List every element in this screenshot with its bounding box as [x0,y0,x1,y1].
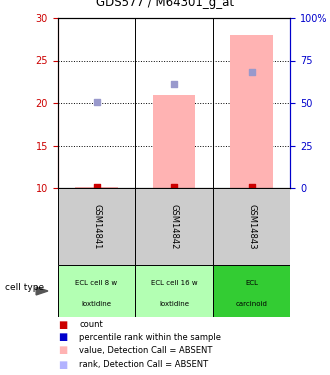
Text: ■: ■ [58,332,67,342]
Point [94,184,99,190]
Text: carcinoid: carcinoid [236,301,268,307]
Text: loxtidine: loxtidine [82,301,112,307]
Text: cell type: cell type [5,283,44,292]
Point [249,184,254,190]
Bar [213,265,290,317]
Polygon shape [36,287,48,295]
Text: loxtidine: loxtidine [159,301,189,307]
Text: count: count [79,320,103,329]
Text: percentile rank within the sample: percentile rank within the sample [79,333,221,342]
Text: rank, Detection Call = ABSENT: rank, Detection Call = ABSENT [79,360,208,369]
Text: ECL: ECL [245,280,258,286]
Point [171,81,177,87]
Text: GSM14842: GSM14842 [170,204,179,249]
Text: GSM14841: GSM14841 [92,204,101,249]
Text: ■: ■ [58,345,67,355]
Point [249,69,254,75]
Bar [135,188,213,265]
Bar [230,35,273,188]
Text: ECL cell 8 w: ECL cell 8 w [76,280,117,286]
Text: GSM14843: GSM14843 [247,204,256,249]
Text: ■: ■ [58,320,67,330]
Text: value, Detection Call = ABSENT: value, Detection Call = ABSENT [79,345,213,354]
Point [171,184,177,190]
Point [94,99,99,105]
Bar [58,188,135,265]
Bar [75,187,118,188]
Bar [213,188,290,265]
Bar [153,94,195,188]
Bar [58,265,135,317]
Text: ECL cell 16 w: ECL cell 16 w [151,280,197,286]
Text: ■: ■ [58,360,67,369]
Text: GDS577 / M64301_g_at: GDS577 / M64301_g_at [96,0,234,9]
Bar [135,265,213,317]
